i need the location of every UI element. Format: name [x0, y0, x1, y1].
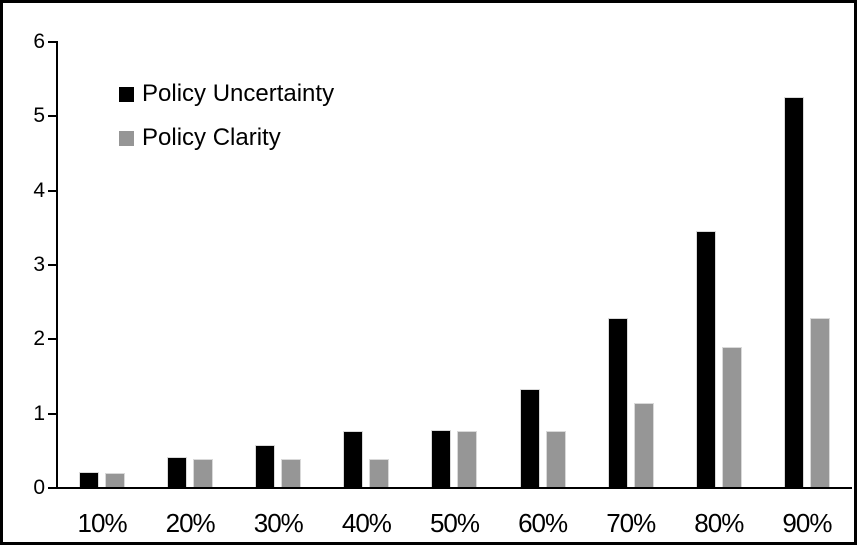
x-axis [56, 487, 852, 489]
x-axis-label-20: 20% [165, 508, 216, 538]
y-tick-label-5: 5 [33, 104, 45, 128]
bar-policy-clarity-10 [105, 473, 126, 487]
legend: Policy Uncertainty Policy Clarity [119, 82, 334, 170]
legend-swatch-policy-clarity [119, 130, 134, 146]
y-tick-3 [48, 264, 56, 266]
legend-item-policy-uncertainty: Policy Uncertainty [119, 82, 334, 106]
bar-group-50 [410, 41, 498, 487]
y-tick-label-3: 3 [33, 253, 45, 276]
bar-policy-uncertainty-20 [167, 457, 188, 487]
legend-item-policy-clarity: Policy Clarity [119, 126, 334, 150]
bar-policy-uncertainty-90 [783, 97, 804, 487]
y-tick-label-4: 4 [33, 178, 45, 202]
bar-policy-uncertainty-60 [519, 389, 540, 487]
y-tick-6 [48, 41, 56, 43]
bar-policy-uncertainty-70 [607, 318, 628, 487]
bar-policy-uncertainty-50 [431, 430, 452, 487]
x-axis-label-50: 50% [429, 508, 480, 538]
bar-group-20 [146, 41, 234, 487]
bar-group-10 [58, 41, 146, 487]
x-axis-label-10: 10% [77, 508, 128, 538]
y-tick-label-1: 1 [33, 401, 45, 425]
bar-policy-uncertainty-30 [255, 445, 276, 487]
bar-group-90 [763, 41, 851, 487]
bar-policy-uncertainty-80 [695, 231, 716, 487]
y-tick-0 [48, 487, 56, 489]
bar-group-30 [234, 41, 322, 487]
bar-policy-clarity-30 [281, 459, 302, 487]
bar-group-80 [675, 41, 763, 487]
x-axis-label-30: 30% [253, 508, 304, 538]
legend-label-policy-uncertainty: Policy Uncertainty [142, 80, 335, 107]
legend-label-policy-clarity: Policy Clarity [142, 124, 281, 151]
y-tick-label-2: 2 [33, 327, 45, 351]
x-axis-labels: 10% 20% 30% 40% 50% 60% 70% 80% 90% [58, 508, 851, 538]
bar-policy-uncertainty-10 [79, 472, 100, 487]
x-axis-label-40: 40% [341, 508, 392, 538]
y-tick-1 [48, 412, 56, 415]
y-tick-2 [48, 338, 56, 341]
y-tick-5 [48, 115, 56, 118]
x-axis-label-80: 80% [694, 508, 744, 538]
x-axis-label-90: 90% [782, 508, 832, 538]
x-axis-label-70: 70% [606, 508, 656, 538]
plot-area [58, 41, 851, 487]
bar-policy-clarity-50 [457, 431, 478, 487]
legend-swatch-policy-uncertainty [119, 86, 134, 102]
y-axis [56, 41, 58, 489]
bar-policy-clarity-20 [193, 459, 214, 487]
bar-policy-clarity-80 [721, 347, 742, 487]
y-tick-4 [48, 189, 56, 192]
bar-policy-clarity-60 [545, 431, 566, 487]
bar-policy-clarity-40 [369, 459, 390, 487]
bar-policy-clarity-70 [633, 403, 654, 487]
bar-policy-uncertainty-40 [343, 431, 364, 487]
x-axis-label-60: 60% [518, 508, 568, 538]
y-tick-label-6: 6 [33, 30, 45, 53]
bar-group-60 [499, 41, 587, 487]
bar-policy-clarity-90 [809, 318, 830, 487]
y-tick-label-0: 0 [33, 476, 45, 499]
bar-group-70 [587, 41, 675, 487]
bar-group-40 [322, 41, 410, 487]
